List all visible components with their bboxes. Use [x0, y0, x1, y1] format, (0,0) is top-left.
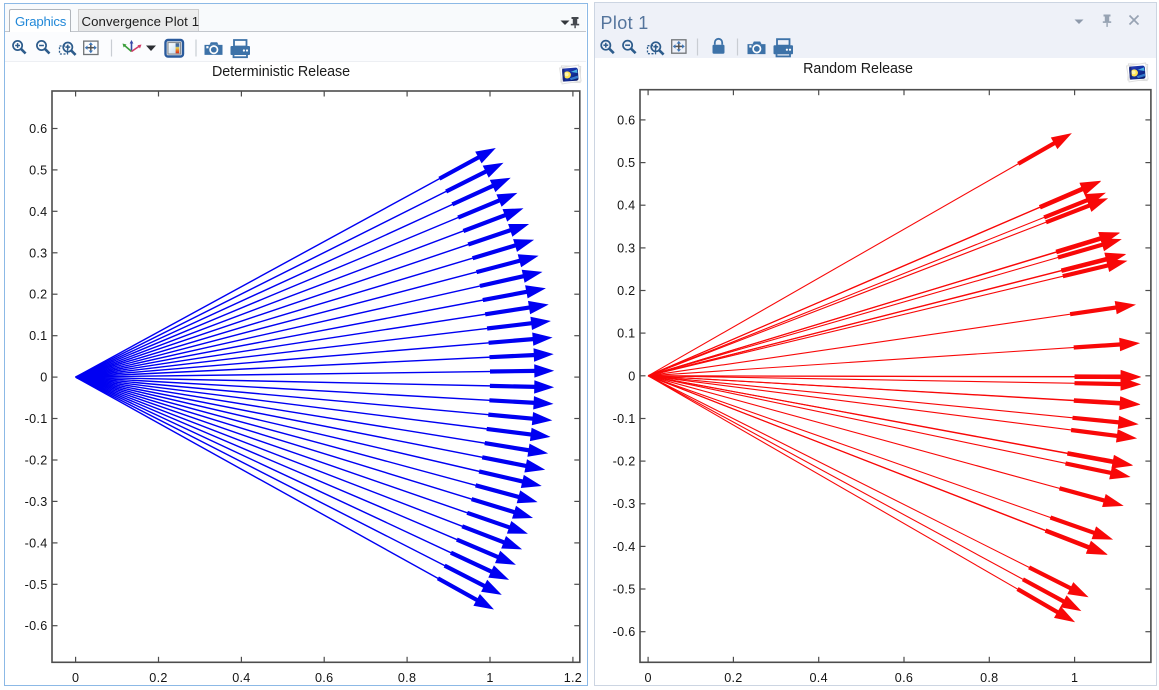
- svg-text:1: 1: [1071, 671, 1078, 685]
- svg-text:-0.4: -0.4: [25, 536, 48, 550]
- svg-text:0.3: 0.3: [29, 246, 47, 260]
- svg-text:-0.5: -0.5: [25, 578, 48, 592]
- svg-text:0.5: 0.5: [617, 156, 635, 170]
- svg-text:0.2: 0.2: [29, 288, 47, 302]
- svg-text:-0.6: -0.6: [613, 625, 636, 639]
- svg-text:0.4: 0.4: [29, 205, 47, 219]
- svg-text:0.5: 0.5: [29, 163, 47, 177]
- svg-text:-0.1: -0.1: [613, 412, 636, 426]
- svg-text:0: 0: [644, 671, 651, 685]
- svg-text:-0.3: -0.3: [25, 495, 48, 509]
- svg-text:0: 0: [628, 369, 635, 383]
- svg-text:0.3: 0.3: [617, 241, 635, 255]
- svg-text:0.1: 0.1: [617, 327, 635, 341]
- svg-text:0.6: 0.6: [617, 113, 635, 127]
- svg-text:0.2: 0.2: [149, 671, 167, 685]
- svg-text:-0.6: -0.6: [25, 619, 48, 633]
- svg-text:1.2: 1.2: [564, 671, 582, 685]
- svg-text:0: 0: [40, 371, 47, 385]
- svg-text:0: 0: [72, 671, 79, 685]
- svg-text:0.6: 0.6: [895, 671, 913, 685]
- svg-text:-0.1: -0.1: [25, 412, 48, 426]
- svg-text:0.4: 0.4: [617, 199, 635, 213]
- svg-text:0.8: 0.8: [980, 671, 998, 685]
- svg-text:-0.2: -0.2: [613, 455, 636, 469]
- svg-text:0.4: 0.4: [809, 671, 827, 685]
- svg-text:-0.3: -0.3: [613, 497, 636, 511]
- svg-text:0.4: 0.4: [232, 671, 250, 685]
- svg-text:-0.2: -0.2: [25, 454, 48, 468]
- svg-text:0.8: 0.8: [398, 671, 416, 685]
- svg-text:0.2: 0.2: [724, 671, 742, 685]
- svg-text:1: 1: [486, 671, 493, 685]
- svg-text:0.6: 0.6: [315, 671, 333, 685]
- svg-text:-0.5: -0.5: [613, 583, 636, 597]
- svg-text:-0.4: -0.4: [613, 540, 636, 554]
- svg-text:0.6: 0.6: [29, 122, 47, 136]
- svg-text:0.1: 0.1: [29, 329, 47, 343]
- svg-text:0.2: 0.2: [617, 284, 635, 298]
